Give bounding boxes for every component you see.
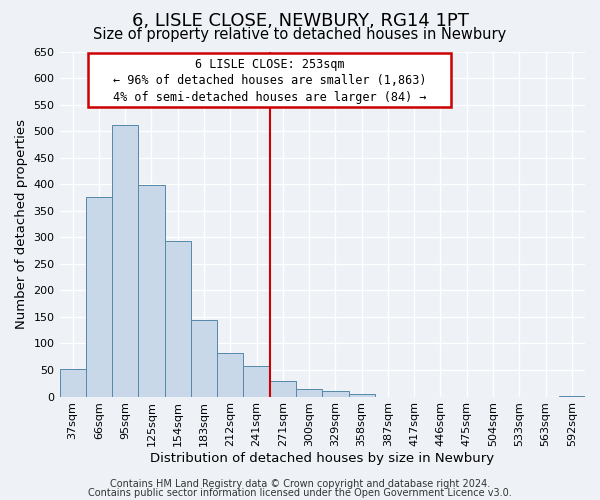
Bar [322, 390, 349, 396]
Text: 4% of semi-detached houses are larger (84) →: 4% of semi-detached houses are larger (8… [113, 91, 427, 104]
Text: 6, LISLE CLOSE, NEWBURY, RG14 1PT: 6, LISLE CLOSE, NEWBURY, RG14 1PT [131, 12, 469, 30]
Bar [164, 241, 191, 396]
Text: ← 96% of detached houses are smaller (1,863): ← 96% of detached houses are smaller (1,… [113, 74, 427, 88]
Text: Size of property relative to detached houses in Newbury: Size of property relative to detached ho… [94, 28, 506, 42]
Bar [86, 198, 112, 396]
Text: Contains public sector information licensed under the Open Government Licence v3: Contains public sector information licen… [88, 488, 512, 498]
Bar [191, 320, 217, 396]
Bar [270, 380, 296, 396]
Bar [139, 186, 164, 396]
Bar [244, 366, 270, 396]
FancyBboxPatch shape [88, 52, 451, 107]
Y-axis label: Number of detached properties: Number of detached properties [15, 119, 28, 329]
Bar [59, 369, 86, 396]
Bar [217, 353, 244, 397]
Text: 6 LISLE CLOSE: 253sqm: 6 LISLE CLOSE: 253sqm [195, 58, 344, 71]
Bar [296, 389, 322, 396]
Bar [349, 394, 375, 396]
Bar [112, 125, 139, 396]
X-axis label: Distribution of detached houses by size in Newbury: Distribution of detached houses by size … [150, 452, 494, 465]
Text: Contains HM Land Registry data © Crown copyright and database right 2024.: Contains HM Land Registry data © Crown c… [110, 479, 490, 489]
